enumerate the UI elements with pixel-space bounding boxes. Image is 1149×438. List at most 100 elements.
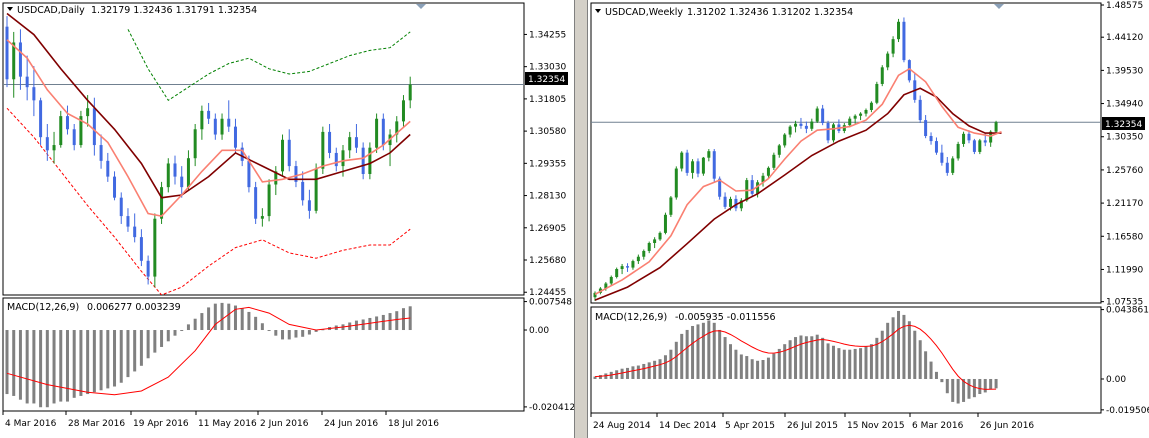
- daily-candle[interactable]: [207, 102, 211, 125]
- weekly-candle[interactable]: [680, 151, 684, 172]
- weekly-candle[interactable]: [902, 17, 906, 63]
- daily-candle[interactable]: [267, 179, 271, 222]
- daily-candle[interactable]: [59, 110, 63, 148]
- weekly-candle[interactable]: [669, 196, 673, 217]
- daily-candle[interactable]: [354, 124, 358, 153]
- weekly-candle[interactable]: [707, 149, 711, 162]
- weekly-candle[interactable]: [734, 195, 738, 212]
- weekly-candle[interactable]: [696, 158, 700, 178]
- weekly-candle[interactable]: [934, 137, 938, 155]
- weekly-candle[interactable]: [831, 123, 835, 143]
- daily-candle[interactable]: [375, 113, 379, 153]
- daily-price-panel[interactable]: [2, 2, 525, 296]
- weekly-candle[interactable]: [848, 116, 852, 128]
- daily-candle[interactable]: [18, 29, 22, 90]
- weekly-candle[interactable]: [962, 131, 966, 147]
- menu-triangle-icon[interactable]: [595, 9, 601, 13]
- weekly-candle[interactable]: [891, 36, 895, 58]
- weekly-candle[interactable]: [972, 138, 976, 155]
- window-splitter[interactable]: [574, 0, 588, 438]
- daily-candle[interactable]: [307, 189, 311, 219]
- weekly-candle[interactable]: [685, 149, 689, 176]
- weekly-candle[interactable]: [826, 120, 830, 144]
- daily-candle[interactable]: [12, 31, 16, 98]
- weekly-candle[interactable]: [626, 263, 630, 272]
- daily-candle[interactable]: [5, 16, 9, 88]
- daily-candle[interactable]: [45, 124, 49, 161]
- daily-candle[interactable]: [227, 100, 231, 132]
- weekly-candle[interactable]: [663, 212, 667, 235]
- daily-candle[interactable]: [52, 131, 56, 164]
- daily-candle[interactable]: [220, 113, 224, 140]
- daily-candle[interactable]: [193, 124, 197, 167]
- daily-candle[interactable]: [25, 55, 29, 101]
- weekly-chart-window[interactable]: 1.48575 1.44120 1.39530 1.34940 1.30350 1.257…: [588, 0, 1149, 438]
- weekly-candle[interactable]: [907, 59, 911, 83]
- weekly-candle[interactable]: [761, 172, 765, 187]
- weekly-candle[interactable]: [620, 263, 624, 275]
- weekly-candle[interactable]: [924, 115, 928, 139]
- daily-candle[interactable]: [65, 105, 69, 135]
- daily-candle[interactable]: [294, 160, 298, 188]
- daily-candle[interactable]: [79, 110, 83, 148]
- weekly-candle[interactable]: [853, 114, 857, 124]
- weekly-candle[interactable]: [956, 141, 960, 161]
- weekly-candle[interactable]: [859, 112, 863, 121]
- daily-candle[interactable]: [146, 255, 150, 285]
- daily-candle[interactable]: [139, 229, 143, 267]
- daily-candle[interactable]: [401, 95, 405, 127]
- daily-candle[interactable]: [287, 129, 291, 172]
- daily-candle[interactable]: [281, 134, 285, 177]
- weekly-candle[interactable]: [875, 81, 879, 105]
- daily-candle[interactable]: [260, 208, 264, 227]
- weekly-candle[interactable]: [897, 18, 901, 43]
- daily-candle[interactable]: [106, 152, 110, 182]
- shift-marker-icon[interactable]: [994, 4, 1004, 9]
- daily-candle[interactable]: [301, 171, 305, 206]
- weekly-candle[interactable]: [929, 132, 933, 145]
- shift-marker-icon[interactable]: [416, 4, 426, 9]
- weekly-candle[interactable]: [886, 51, 890, 71]
- weekly-candle[interactable]: [777, 143, 781, 158]
- weekly-candle[interactable]: [647, 241, 651, 254]
- weekly-candle[interactable]: [674, 166, 678, 200]
- daily-candle[interactable]: [254, 181, 258, 224]
- daily-candle[interactable]: [213, 113, 217, 140]
- daily-candle[interactable]: [160, 181, 164, 224]
- weekly-candle[interactable]: [994, 120, 998, 135]
- weekly-candle[interactable]: [691, 159, 695, 179]
- weekly-candle[interactable]: [636, 254, 640, 264]
- weekly-candle[interactable]: [766, 166, 770, 178]
- weekly-candle[interactable]: [880, 65, 884, 87]
- daily-candle[interactable]: [200, 105, 204, 140]
- weekly-candle[interactable]: [815, 106, 819, 123]
- weekly-candle[interactable]: [615, 267, 619, 279]
- daily-candle[interactable]: [32, 66, 36, 117]
- daily-candle[interactable]: [173, 155, 177, 185]
- daily-candle[interactable]: [334, 147, 338, 172]
- weekly-candle[interactable]: [864, 108, 868, 117]
- daily-candle[interactable]: [408, 76, 412, 109]
- weekly-candle[interactable]: [794, 120, 798, 133]
- daily-candle[interactable]: [166, 158, 170, 193]
- weekly-candle[interactable]: [804, 121, 808, 134]
- weekly-candle[interactable]: [658, 231, 662, 241]
- daily-candle[interactable]: [126, 208, 130, 232]
- daily-candle[interactable]: [180, 166, 184, 198]
- weekly-candle[interactable]: [788, 125, 792, 138]
- weekly-candle[interactable]: [609, 275, 613, 286]
- weekly-candle[interactable]: [642, 249, 646, 260]
- weekly-candle[interactable]: [810, 118, 814, 131]
- weekly-price-panel[interactable]: [590, 2, 1102, 304]
- daily-candle[interactable]: [361, 142, 365, 180]
- menu-triangle-icon[interactable]: [7, 7, 13, 11]
- daily-candle[interactable]: [119, 192, 123, 224]
- daily-chart-window[interactable]: 1.34255 1.33030 1.31805 1.30580 1.29355 1.281…: [0, 0, 574, 438]
- daily-candle[interactable]: [133, 213, 137, 243]
- daily-candle[interactable]: [233, 118, 237, 153]
- daily-candle[interactable]: [240, 142, 244, 167]
- daily-candle[interactable]: [348, 131, 352, 159]
- daily-candle[interactable]: [395, 116, 399, 143]
- daily-candle[interactable]: [72, 124, 76, 151]
- weekly-candle[interactable]: [739, 198, 743, 212]
